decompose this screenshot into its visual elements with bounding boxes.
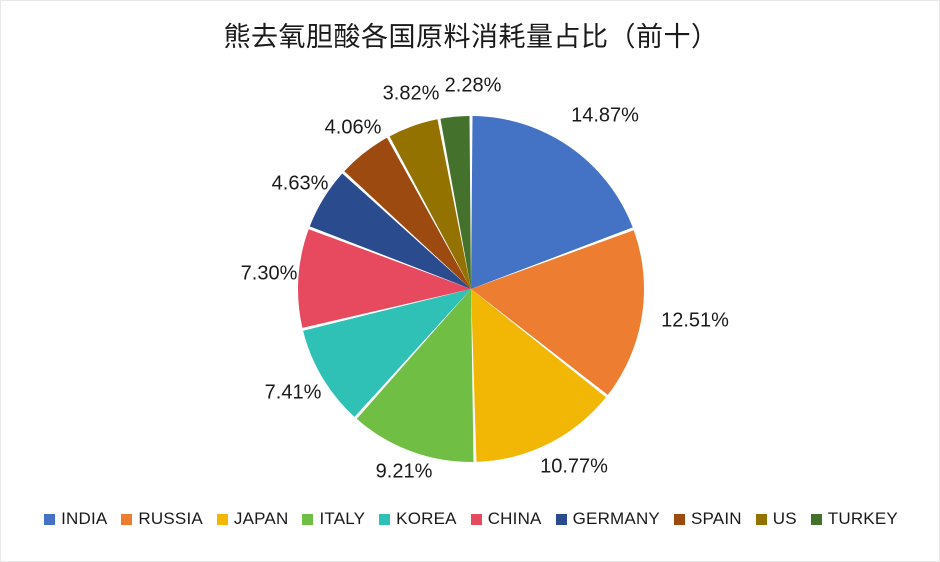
legend-item-spain[interactable]: SPAIN: [673, 509, 742, 529]
data-label-us: 3.82%: [382, 82, 440, 105]
data-label-italy: 9.21%: [375, 460, 433, 483]
pie-slice-korea[interactable]: [303, 289, 471, 417]
pie-slice-china[interactable]: [297, 229, 471, 328]
legend-item-russia[interactable]: RUSSIA: [121, 509, 203, 529]
pie-slice-turkey[interactable]: [440, 116, 471, 289]
legend-item-korea[interactable]: KOREA: [379, 509, 457, 529]
legend-swatch-icon: [555, 513, 567, 525]
legend-swatch-icon: [379, 513, 391, 525]
legend-swatch-icon: [302, 513, 314, 525]
legend-label: KOREA: [396, 509, 457, 528]
legend-swatch-icon: [121, 513, 133, 525]
legend-swatch-icon: [470, 513, 482, 525]
pie-slice-russia[interactable]: [471, 230, 645, 395]
legend-item-china[interactable]: CHINA: [470, 509, 542, 529]
pie-slices-group: [297, 116, 645, 462]
data-label-spain: 4.06%: [324, 116, 382, 139]
legend-label: RUSSIA: [138, 509, 203, 528]
data-label-russia: 12.51%: [661, 309, 729, 332]
legend-label: JAPAN: [233, 509, 289, 528]
legend-label: CHINA: [487, 509, 542, 528]
legend-item-japan[interactable]: JAPAN: [216, 509, 289, 529]
legend-item-us[interactable]: US: [755, 509, 797, 529]
legend-label: TURKEY: [827, 509, 898, 528]
plot-area: 14.87% 12.51% 10.77% 9.21% 7.41% 7.30% 4.63% 4.…: [1, 61, 939, 501]
legend-swatch-icon: [673, 513, 685, 525]
pie-slice-germany[interactable]: [309, 173, 471, 289]
data-label-india: 14.87%: [571, 104, 639, 127]
legend-item-india[interactable]: INDIA: [44, 509, 107, 529]
data-label-china: 7.30%: [240, 262, 298, 285]
legend-label: GERMANY: [572, 509, 660, 528]
legend-label: INDIA: [61, 509, 108, 528]
legend-swatch-icon: [810, 513, 822, 525]
chart-legend: INDIA RUSSIA JAPAN ITALY KOREA CHINA GERMANY SP…: [1, 509, 939, 529]
pie-slice-india[interactable]: [471, 116, 633, 289]
legend-item-turkey[interactable]: TURKEY: [810, 509, 898, 529]
data-label-germany: 4.63%: [271, 172, 329, 195]
data-label-korea: 7.41%: [264, 381, 322, 404]
legend-label: US: [772, 509, 797, 528]
data-label-turkey: 2.28%: [444, 74, 502, 97]
legend-label: SPAIN: [690, 509, 742, 528]
pie-slice-us[interactable]: [389, 119, 471, 289]
legend-swatch-icon: [44, 513, 56, 525]
legend-swatch-icon: [755, 513, 767, 525]
legend-label: ITALY: [319, 509, 366, 528]
pie-slice-italy[interactable]: [356, 289, 474, 462]
pie-slice-japan[interactable]: [471, 289, 606, 462]
pie-slice-spain[interactable]: [344, 137, 471, 289]
legend-item-germany[interactable]: GERMANY: [555, 509, 660, 529]
legend-swatch-icon: [216, 513, 228, 525]
chart-title: 熊去氧胆酸各国原料消耗量占比（前十）: [223, 22, 719, 53]
legend-item-italy[interactable]: ITALY: [302, 509, 365, 529]
data-label-japan: 10.77%: [540, 455, 608, 478]
